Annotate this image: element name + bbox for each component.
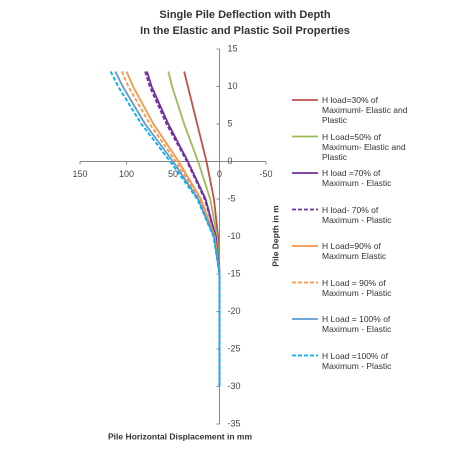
y-tick-label: -20 xyxy=(228,306,241,316)
legend-label: H load=30% of Maximuml- Elastic and Plas… xyxy=(322,95,408,125)
x-tick-label: 100 xyxy=(119,169,134,179)
legend-label: H Load = 100% of Maximum - Elastic xyxy=(322,314,392,334)
legend-label: H Load =100% of Maximum - Plastic xyxy=(322,350,392,371)
y-tick-label: 0 xyxy=(228,156,233,166)
series-line xyxy=(121,71,221,387)
series-line xyxy=(144,71,221,387)
y-tick-label: -5 xyxy=(228,193,236,203)
y-tick-label: -25 xyxy=(228,343,241,353)
legend-label: H Load=50% of Maximum- Elastic and Plast… xyxy=(322,131,406,162)
y-tick-label: -30 xyxy=(228,381,241,391)
y-tick-label: -10 xyxy=(228,231,241,241)
y-tick-label: 5 xyxy=(228,118,233,128)
series-line xyxy=(125,71,221,387)
x-tick-label: 50 xyxy=(168,169,178,179)
series-line xyxy=(114,71,221,387)
x-tick-label: 150 xyxy=(72,169,87,179)
y-tick-label: -15 xyxy=(228,268,241,278)
x-tick-label: -50 xyxy=(259,169,272,179)
y-tick-label: -35 xyxy=(228,418,241,428)
legend-label: H load =70% of Maximum - Elastic xyxy=(322,168,392,188)
legend-label: H Load = 90% of Maximum - Plastic xyxy=(322,277,392,298)
y-axis-title: Pile Depth in m xyxy=(270,205,280,267)
y-tick-label: 15 xyxy=(228,43,238,53)
chart-title: Single Pile Deflection with Depth xyxy=(159,9,330,21)
legend-label: H load- 70% of Maximum - Plastic xyxy=(322,204,392,225)
x-tick-label: 0 xyxy=(217,169,222,179)
series-line xyxy=(109,71,221,387)
legend-label: H Load=90% of Maximum Elastic xyxy=(322,241,387,261)
x-axis-title: Pile Horizontal Displacement in mm xyxy=(108,431,253,441)
y-tick-label: 10 xyxy=(228,81,238,91)
chart-subtitle: In the Elastic and Plastic Soil Properti… xyxy=(140,25,350,37)
